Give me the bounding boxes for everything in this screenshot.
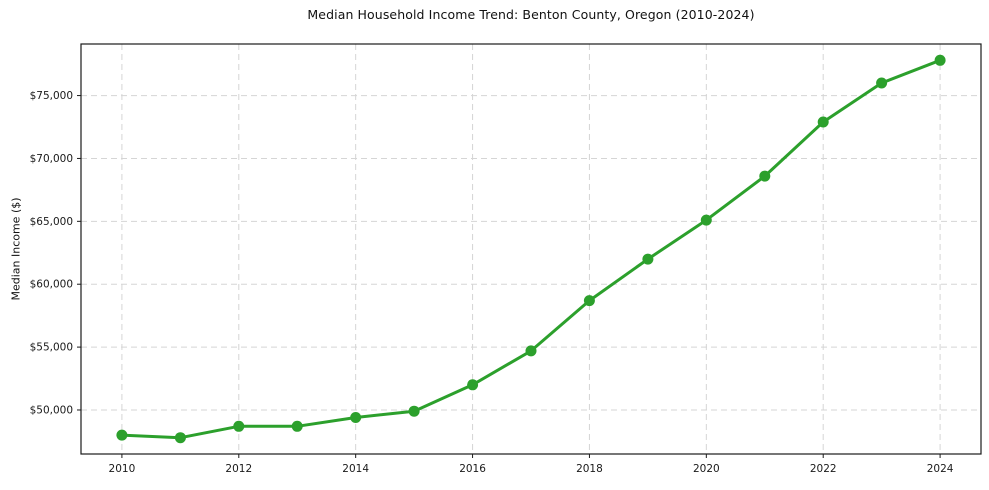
data-point [876, 77, 888, 89]
data-point [817, 116, 829, 128]
data-point [233, 420, 245, 432]
data-point [759, 170, 771, 182]
y-tick-label: $50,000 [30, 404, 73, 416]
x-tick-label: 2018 [576, 463, 603, 475]
plot-border [80, 43, 982, 455]
y-tick-label: $60,000 [30, 279, 73, 291]
data-point [642, 253, 654, 265]
x-tick-label: 2024 [927, 463, 954, 475]
data-point [467, 379, 479, 391]
x-tick-label: 2014 [342, 463, 369, 475]
trend-line [120, 58, 942, 440]
x-tick-label: 2012 [225, 463, 252, 475]
data-point [116, 429, 128, 441]
data-point [291, 420, 303, 432]
data-point [174, 432, 186, 444]
x-tick-label: 2010 [109, 463, 136, 475]
x-tick-label: 2016 [459, 463, 486, 475]
x-tick-label: 2020 [693, 463, 720, 475]
x-tick-label: 2022 [810, 463, 837, 475]
y-tick-label: $70,000 [30, 153, 73, 165]
y-tick-label: $55,000 [30, 342, 73, 354]
data-point [350, 412, 362, 423]
y-tick-label: $75,000 [30, 90, 73, 102]
data-point [583, 295, 595, 307]
data-point [408, 405, 420, 417]
data-point [525, 345, 537, 357]
chart-title: Median Household Income Trend: Benton Co… [307, 7, 755, 22]
y-tick-label: $65,000 [30, 216, 73, 228]
data-point [700, 214, 712, 226]
data-point [934, 54, 946, 66]
